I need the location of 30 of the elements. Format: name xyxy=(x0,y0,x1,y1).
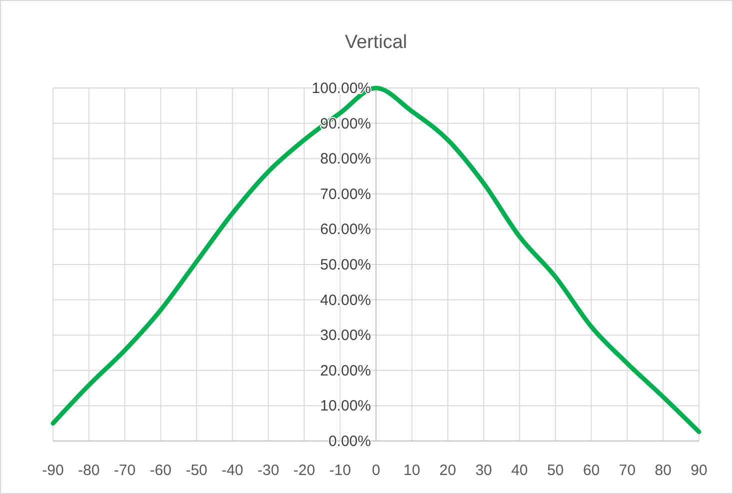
x-tick-label: 30 xyxy=(475,462,492,479)
x-tick-label: -50 xyxy=(186,462,208,479)
x-tick-label: -60 xyxy=(150,462,172,479)
x-tick-label: -90 xyxy=(42,462,64,479)
y-tick-label: 60.00% xyxy=(320,221,371,238)
x-tick-label: -70 xyxy=(114,462,136,479)
x-tick-label: -80 xyxy=(78,462,100,479)
y-tick-label: 30.00% xyxy=(320,327,371,344)
x-tick-label: 40 xyxy=(511,462,528,479)
chart-title: Vertical xyxy=(344,32,408,53)
y-tick-label: 50.00% xyxy=(320,256,371,274)
y-tick-label: 80.00% xyxy=(320,150,371,168)
x-tick-label: 80 xyxy=(654,462,672,479)
x-tick-label: 0 xyxy=(372,462,380,479)
x-tick-label: 20 xyxy=(439,462,456,479)
x-tick-label: 70 xyxy=(618,462,636,479)
x-tick-label: 50 xyxy=(547,462,564,479)
y-tick-label: 0.00% xyxy=(328,433,371,450)
x-tick-label: 90 xyxy=(690,462,708,479)
y-tick-label: 20.00% xyxy=(320,362,371,380)
y-tick-label: 40.00% xyxy=(320,292,371,309)
x-tick-label: -20 xyxy=(293,462,316,479)
y-tick-label: 10.00% xyxy=(320,398,371,415)
y-tick-label: 100.00% xyxy=(312,80,371,97)
x-tick-label: -10 xyxy=(329,462,351,479)
x-tick-label: 10 xyxy=(404,462,420,479)
x-tick-label: -40 xyxy=(222,462,244,479)
y-tick-label: 70.00% xyxy=(320,186,371,203)
x-tick-label: -30 xyxy=(257,462,280,479)
x-tick-label: 60 xyxy=(582,462,600,479)
